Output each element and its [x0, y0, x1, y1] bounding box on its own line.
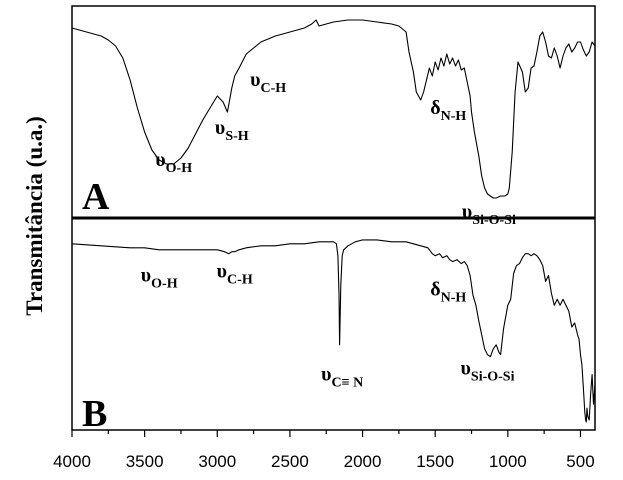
band-annotation-a-c-h: υC-H: [250, 69, 286, 96]
band-annotation-b-si-o-si: υSi-O-Si: [461, 358, 515, 385]
band-annotation-a-o-h: υO-H: [155, 149, 192, 176]
y-axis-label: Transmitância (u.a.): [22, 116, 47, 316]
series-line-panel-a: [71, 19, 596, 199]
x-tick-label-1000: 1000: [489, 452, 527, 471]
band-annotation-b-c-h: υC-H: [217, 261, 253, 288]
x-axis: 4000 3500 3000 2500 2000 1500 1000 500: [53, 430, 595, 471]
band-annotation-a-n-h: δN-H: [430, 97, 466, 124]
band-annotation-b-n-h: δN-H: [430, 278, 466, 305]
panel-b: B: [71, 239, 596, 435]
x-tick-label-2000: 2000: [344, 452, 382, 471]
series-line-panel-b: [71, 239, 596, 423]
x-tick-label-1500: 1500: [416, 452, 454, 471]
band-annotation-b-c-n: υC≡ N: [321, 363, 363, 390]
band-annotation-a-si-o-si: υSi-O-Si: [462, 201, 516, 228]
x-tick-label-2500: 2500: [271, 452, 309, 471]
band-annotation-b-o-h: υO-H: [141, 264, 178, 291]
x-tick-label-4000: 4000: [53, 452, 91, 471]
x-tick-label-3500: 3500: [126, 452, 164, 471]
panel-label-b: B: [82, 393, 107, 435]
panel-a: A: [71, 19, 596, 218]
panel-label-a: A: [82, 176, 110, 218]
band-annotation-a-s-h: υS-H: [215, 117, 249, 144]
x-tick-label-500: 500: [566, 452, 594, 471]
x-tick-label-3000: 3000: [198, 452, 236, 471]
